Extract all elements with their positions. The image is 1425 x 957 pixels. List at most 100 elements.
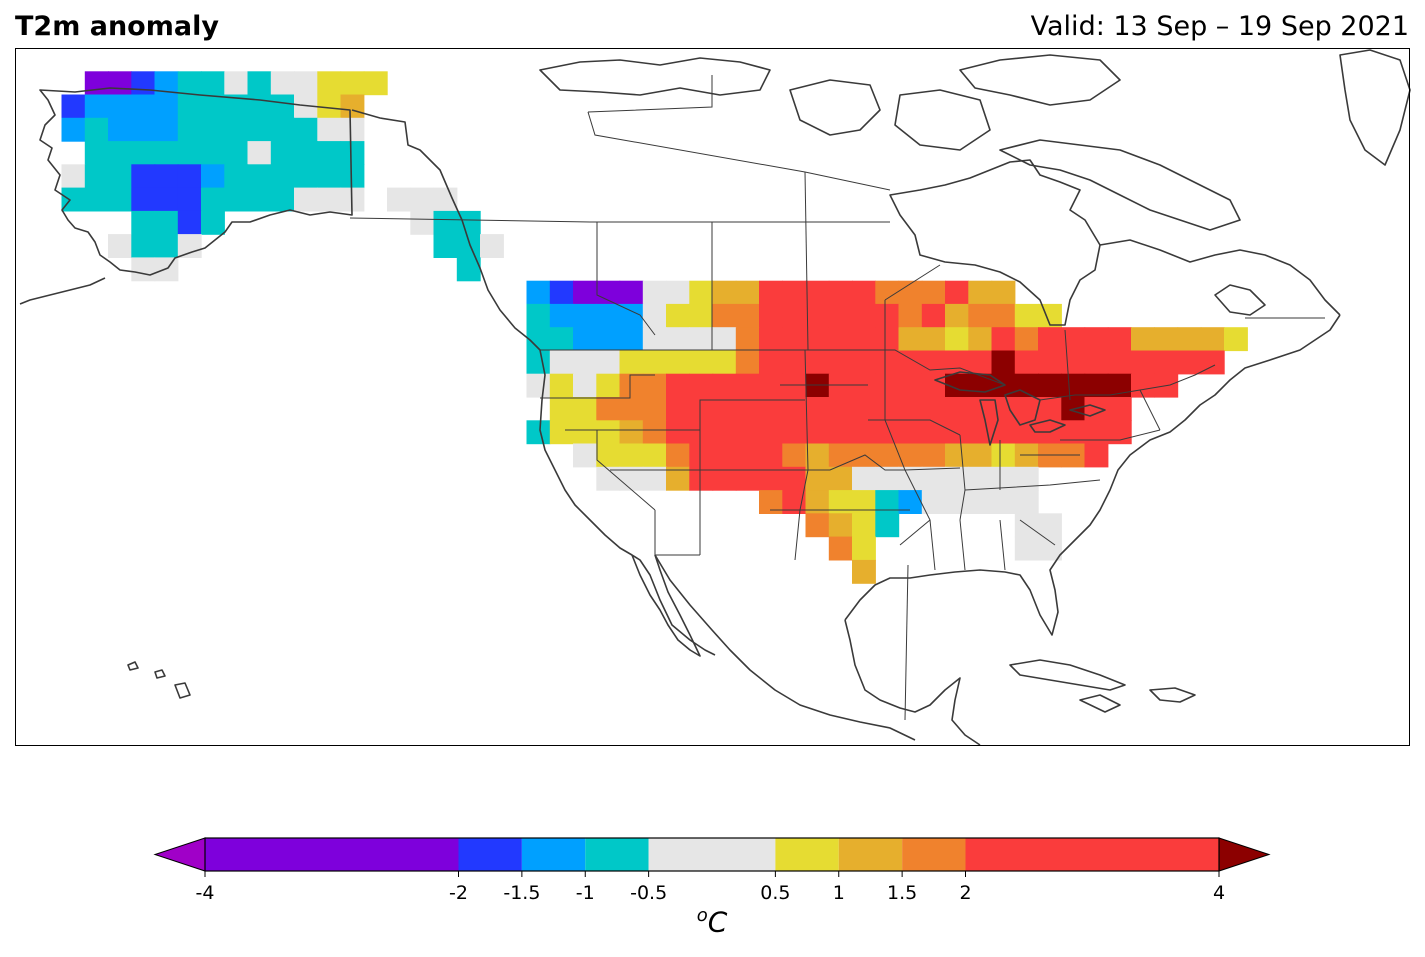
anomaly-cell — [968, 280, 993, 305]
anomaly-cell — [828, 466, 853, 491]
anomaly-cell — [712, 397, 737, 421]
anomaly-cell — [1061, 420, 1086, 445]
anomaly-cell — [108, 117, 132, 142]
anomaly-cell — [759, 466, 783, 491]
anomaly-cell — [433, 210, 458, 235]
anomaly-grid-cells — [61, 71, 1248, 584]
anomaly-cell — [410, 187, 435, 212]
anomaly-cell — [526, 420, 551, 445]
anomaly-cell — [1014, 350, 1039, 375]
anomaly-cell — [108, 141, 132, 165]
anomaly-cell — [1061, 350, 1086, 375]
anomaly-cell — [294, 71, 318, 96]
anomaly-cell — [689, 327, 714, 352]
anomaly-cell — [340, 141, 365, 165]
anomaly-cell — [224, 187, 249, 212]
anomaly-cell — [108, 164, 132, 189]
anomaly-cell — [247, 164, 272, 189]
anomaly-cell — [619, 420, 644, 445]
anomaly-cell — [573, 327, 597, 352]
anomaly-cell — [782, 443, 807, 468]
anomaly-cell — [177, 141, 202, 165]
anomaly-cell — [921, 420, 946, 445]
anomaly-cell — [805, 443, 830, 468]
anomaly-cell — [247, 187, 272, 212]
colorbar-tick-label: -0.5 — [630, 882, 668, 904]
anomaly-cell — [596, 443, 621, 468]
colorbar-tick-label: 1 — [832, 882, 845, 904]
anomaly-cell — [689, 350, 714, 375]
anomaly-cell — [201, 141, 225, 165]
anomaly-cell — [968, 303, 993, 328]
anomaly-cell — [828, 327, 853, 352]
anomaly-cell — [201, 187, 225, 212]
anomaly-cell — [805, 303, 830, 328]
anomaly-cell — [317, 141, 342, 165]
anomaly-cell — [642, 420, 667, 445]
anomaly-cell — [1084, 350, 1109, 375]
anomaly-cell — [1200, 350, 1225, 375]
anomaly-cell — [945, 303, 969, 328]
anomaly-cell — [852, 536, 876, 561]
anomaly-cell — [596, 420, 621, 445]
anomaly-cell — [131, 117, 156, 142]
anomaly-cell — [224, 94, 249, 119]
anomaly-cell — [201, 94, 225, 119]
anomaly-cell — [317, 94, 342, 119]
anomaly-cell — [270, 94, 295, 119]
anomaly-cell — [154, 234, 179, 258]
anomaly-cell — [735, 303, 760, 328]
anomaly-cell — [201, 210, 225, 235]
anomaly-cell — [759, 303, 783, 328]
anomaly-cell — [131, 187, 156, 212]
anomaly-cell — [177, 234, 202, 258]
anomaly-cell — [270, 117, 295, 142]
anomaly-cell — [828, 350, 853, 375]
anomaly-cell — [782, 280, 807, 305]
anomaly-cell — [1107, 397, 1132, 421]
anomaly-cell — [224, 164, 249, 189]
anomaly-cell — [61, 117, 86, 142]
anomaly-cell — [945, 373, 969, 398]
anomaly-cell — [1107, 420, 1132, 445]
anomaly-cell — [317, 187, 342, 212]
political-borders — [349, 75, 1325, 721]
anomaly-cell — [921, 373, 946, 398]
anomaly-cell — [852, 466, 876, 491]
anomaly-cell — [712, 373, 737, 398]
anomaly-cell — [84, 117, 109, 142]
anomaly-cell — [317, 71, 342, 96]
anomaly-cell — [433, 187, 458, 212]
anomaly-cell — [875, 327, 900, 352]
anomaly-cell — [828, 490, 853, 514]
anomaly-cell — [549, 303, 574, 328]
anomaly-cell — [177, 117, 202, 142]
anomaly-cell — [108, 71, 132, 96]
anomaly-cell — [921, 327, 946, 352]
anomaly-cell — [619, 397, 644, 421]
colorbar-tick-label: 4 — [1212, 882, 1226, 904]
anomaly-cell — [875, 420, 900, 445]
anomaly-cell — [828, 513, 853, 538]
anomaly-cell — [828, 443, 853, 468]
anomaly-cell — [177, 187, 202, 212]
anomaly-cell — [642, 397, 667, 421]
anomaly-cell — [875, 443, 900, 468]
anomaly-cell — [921, 443, 946, 468]
anomaly-cell — [759, 397, 783, 421]
anomaly-cell — [852, 350, 876, 375]
anomaly-cell — [1131, 350, 1155, 375]
anomaly-cell — [1107, 373, 1132, 398]
anomaly-cell — [131, 71, 156, 96]
anomaly-cell — [177, 71, 202, 96]
anomaly-cell — [735, 397, 760, 421]
anomaly-cell — [968, 466, 993, 491]
anomaly-cell — [642, 466, 667, 491]
anomaly-cell — [154, 164, 179, 189]
anomaly-cell — [875, 490, 900, 514]
anomaly-cell — [805, 373, 830, 398]
anomaly-cell — [1014, 327, 1039, 352]
anomaly-cell — [247, 117, 272, 142]
anomaly-cell — [991, 350, 1016, 375]
anomaly-cell — [805, 350, 830, 375]
